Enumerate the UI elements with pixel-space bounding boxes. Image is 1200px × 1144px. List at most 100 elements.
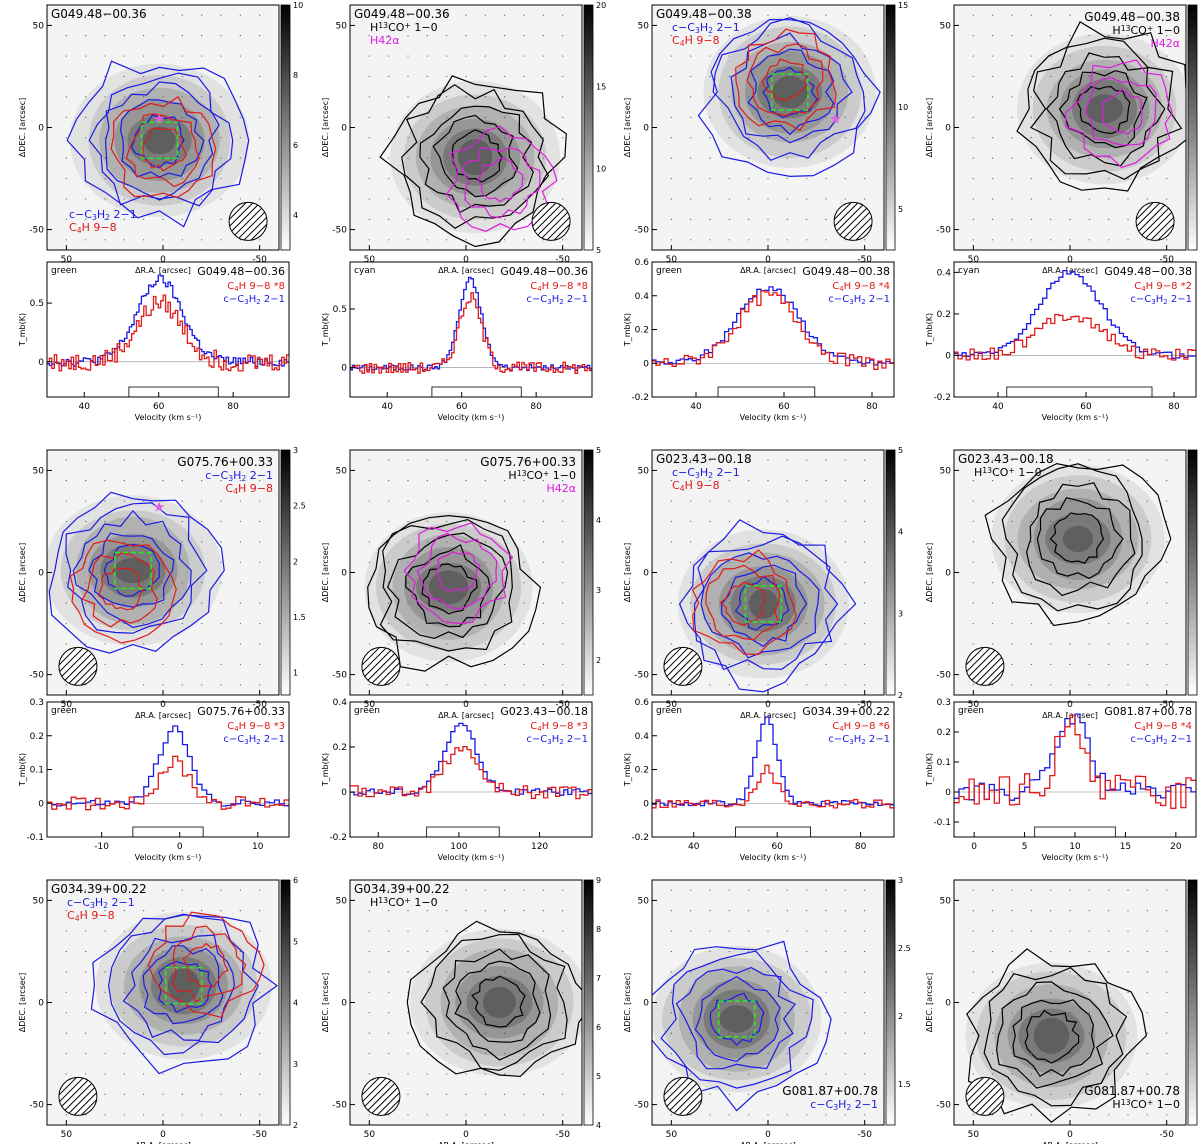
grid-dot xyxy=(388,950,390,953)
grid-dot xyxy=(220,459,222,461)
grid-dot xyxy=(844,14,846,16)
grid-dot xyxy=(1166,1093,1168,1095)
grid-dot xyxy=(1146,157,1148,159)
black-contour xyxy=(1024,1009,1080,1064)
grid-dot xyxy=(670,520,672,523)
grid-dot xyxy=(972,950,974,953)
grid-dot xyxy=(1011,1073,1013,1075)
grid-dot xyxy=(523,1093,525,1095)
grid-dot xyxy=(864,459,866,461)
grid-dot xyxy=(1088,459,1090,461)
map-title: G081.87+00.78 xyxy=(782,1084,878,1098)
y-tick-label: 0.6 xyxy=(635,698,650,708)
grid-dot xyxy=(523,643,525,645)
grid-dot xyxy=(1088,500,1090,502)
grid-dot xyxy=(786,541,788,543)
map-legend-item: c−C3H2 2−1 xyxy=(672,21,740,35)
y-tick-label: 0 xyxy=(945,351,951,361)
grid-dot xyxy=(1030,602,1032,604)
grid-dot xyxy=(690,622,692,625)
grid-dot xyxy=(162,1012,164,1014)
black-contour xyxy=(1025,482,1136,597)
grid-dot xyxy=(786,520,788,523)
grid-dot xyxy=(748,239,750,241)
grid-dot xyxy=(806,582,808,584)
grid-dot xyxy=(523,14,525,16)
grid-dot xyxy=(368,684,370,686)
grid-dot xyxy=(972,239,974,241)
grid-dot xyxy=(201,14,203,16)
grid-dot xyxy=(1011,500,1013,502)
grid-dot xyxy=(143,602,145,604)
colorbar-tick-label: 20 xyxy=(596,1,606,10)
grid-dot xyxy=(562,663,564,665)
grid-dot xyxy=(728,1052,730,1055)
grid-dot xyxy=(123,480,125,482)
map-legend-item: H13CO+ 1−0 xyxy=(974,466,1042,479)
grid-dot xyxy=(690,1052,692,1055)
black-contour xyxy=(367,514,542,672)
label-part: H xyxy=(1156,734,1164,745)
grid-dot xyxy=(562,1093,564,1095)
grid-dot xyxy=(104,35,106,37)
grid-dot xyxy=(181,14,183,16)
x-axis-label: ΔR.A. [arcsec] xyxy=(438,711,494,720)
grid-dot xyxy=(1050,889,1052,891)
grid-dot xyxy=(484,177,486,180)
grid-dot xyxy=(767,177,769,180)
grid-dot xyxy=(1069,582,1071,584)
label-part: 2 xyxy=(1163,738,1167,746)
colorbar-tick-label: 2.5 xyxy=(898,944,911,953)
map-content xyxy=(954,450,1186,695)
label-part: 2 xyxy=(708,26,713,35)
grid-dot xyxy=(104,1114,106,1116)
grid-dot xyxy=(709,1073,711,1075)
region-label: cyan xyxy=(958,266,980,276)
grid-dot xyxy=(1166,459,1168,461)
grid-dot xyxy=(65,1032,67,1034)
grid-dot xyxy=(1146,239,1148,241)
y-tick-label: 0.4 xyxy=(937,268,952,278)
grid-dot xyxy=(786,582,788,584)
grid-dot xyxy=(388,971,390,973)
grid-dot xyxy=(844,177,846,180)
grid-dot xyxy=(972,198,974,200)
grid-dot xyxy=(562,520,564,523)
grid-dot xyxy=(123,459,125,461)
grid-dot xyxy=(1166,75,1168,78)
grid-dot xyxy=(1108,55,1110,57)
grid-dot xyxy=(767,75,769,78)
grid-dot xyxy=(239,971,241,973)
x-tick-label: -10 xyxy=(94,842,109,852)
grid-dot xyxy=(1166,991,1168,993)
grid-dot xyxy=(1127,602,1129,604)
grid-dot xyxy=(1088,14,1090,16)
label-part: C xyxy=(67,909,75,922)
grid-dot xyxy=(1069,500,1071,502)
grid-dot xyxy=(562,971,564,973)
grid-dot xyxy=(1108,1012,1110,1014)
grid-dot xyxy=(1127,541,1129,543)
grid-dot xyxy=(972,910,974,912)
grid-dot xyxy=(992,96,994,98)
grid-dot xyxy=(748,218,750,220)
y-tick-label: 0.2 xyxy=(635,326,649,336)
grid-dot xyxy=(85,55,87,57)
grid-dot xyxy=(220,14,222,16)
grid-dot xyxy=(465,561,467,563)
grid-dot xyxy=(388,684,390,686)
grid-dot xyxy=(162,930,164,932)
y-tick-label: 0.1 xyxy=(937,758,951,768)
black-contour xyxy=(984,462,1172,627)
y-tick-label: 50 xyxy=(33,21,45,31)
map-title: G034.39+00.22 xyxy=(354,882,450,896)
grid-dot xyxy=(484,1012,486,1014)
grid-dot xyxy=(972,643,974,645)
grid-dot xyxy=(484,218,486,220)
x-axis-label: Velocity (km s⁻¹) xyxy=(135,413,202,422)
grid-dot xyxy=(1030,1032,1032,1034)
grid-dot xyxy=(1108,218,1110,220)
